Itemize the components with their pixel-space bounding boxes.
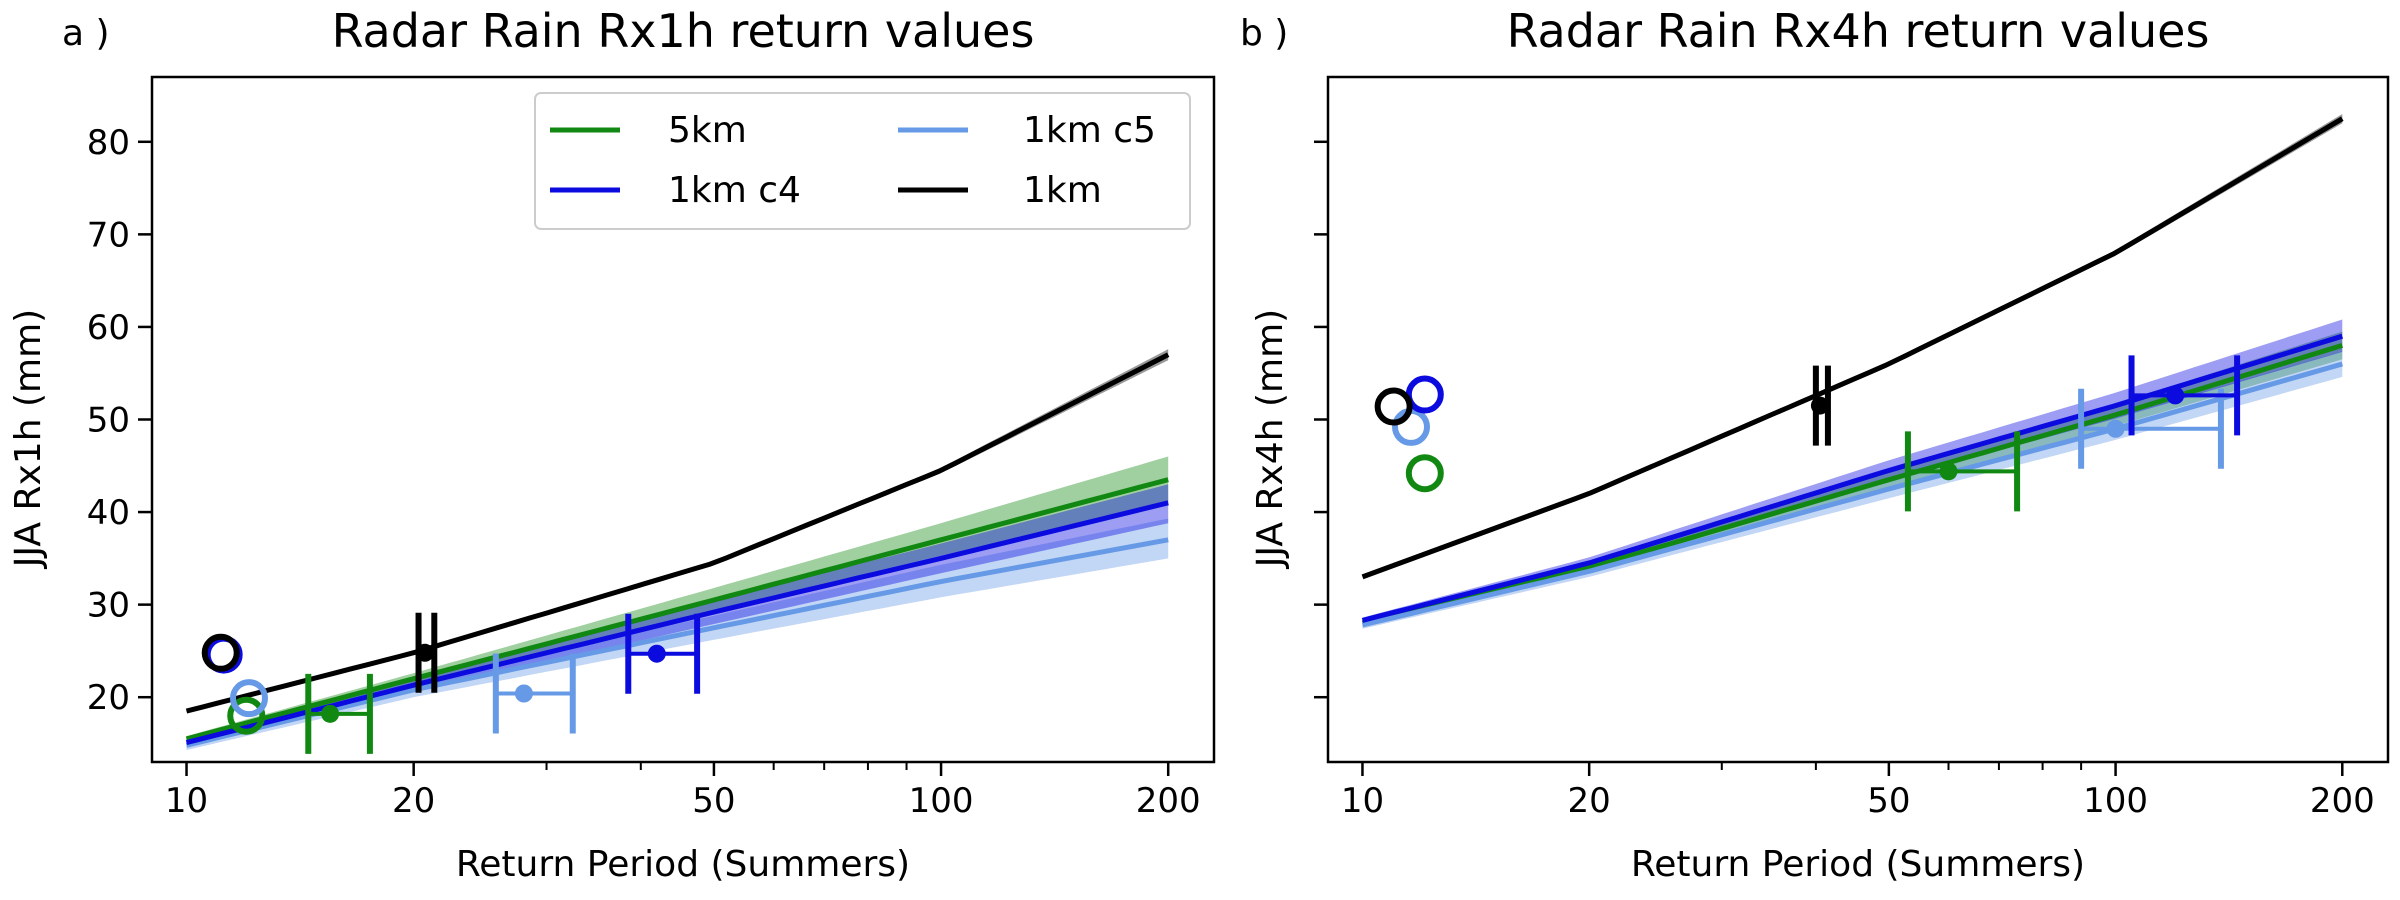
return-point-1km-c4-a	[647, 644, 666, 663]
x-tick-label-a: 20	[392, 781, 435, 821]
legend-label-5km: 5km	[668, 110, 747, 151]
x-tick-label-a: 50	[692, 781, 735, 821]
plot-area-b	[1361, 114, 2344, 629]
observed-5km-b	[1405, 454, 1444, 493]
line-1km-c5-a	[185, 537, 1169, 748]
line-1km-c4-b	[1361, 333, 2344, 623]
axes-frame-b	[1326, 75, 2390, 764]
y-tick-label-a: 20	[87, 678, 130, 718]
chart-title-a: Radar Rain Rx1h return values	[332, 4, 1035, 58]
x-tick-label-b: 50	[1867, 781, 1910, 821]
legend-label-1km-c5: 1km c5	[1023, 110, 1156, 151]
y-tick-label-a: 50	[87, 401, 130, 441]
panel-a: a ) Radar Rain Rx1h return values JJA Rx…	[8, 4, 1216, 885]
return-point-1km-c5-a	[514, 684, 533, 703]
return-point-1km-a	[415, 643, 434, 662]
axis-ticks-a: 10 20 50 100 200 20 30 40 50 60 70 80	[87, 123, 1201, 821]
x-tick-label-a: 100	[909, 781, 974, 821]
x-tick-label-b: 10	[1341, 781, 1384, 821]
legend-box	[534, 92, 1191, 230]
observed-5km-a	[227, 696, 266, 735]
axis-ticks-b: 10 20 50 100 200	[1314, 140, 2375, 821]
x-axis-label-b: Return Period (Summers)	[1631, 844, 2085, 885]
x-axis-label-a: Return Period (Summers)	[456, 844, 910, 885]
observed-1km-b	[1374, 387, 1413, 426]
return-point-1km-b	[1810, 396, 1829, 415]
x-tick-label-b: 200	[2310, 781, 2375, 821]
x-tick-label-a: 10	[165, 781, 208, 821]
x-tick-label-b: 100	[2083, 781, 2148, 821]
observed-1km-c5-a	[229, 679, 268, 718]
x-tick-label-a: 200	[1136, 781, 1201, 821]
observed-1km-c4-b	[1405, 375, 1444, 414]
legend-label-1km-c4: 1km c4	[668, 170, 801, 211]
line-1km-a	[185, 352, 1170, 714]
panel-b: b ) Radar Rain Rx4h return values JJA Rx…	[1240, 4, 2390, 885]
return-point-5km-a	[321, 704, 340, 723]
band-1km-c4-b	[1362, 319, 2343, 624]
line-1km-c4-a	[185, 500, 1169, 746]
y-tick-label-a: 40	[87, 493, 130, 533]
line-5km-a	[185, 477, 1169, 742]
y-axis-label-b: JJA Rx4h (mm)	[1250, 309, 1291, 569]
legend: 5km 1km c5 1km c4 1km	[534, 92, 1191, 230]
chart-title-b: Radar Rain Rx4h return values	[1507, 4, 2210, 58]
legend-entry-5km: 5km	[550, 110, 747, 151]
line-1km-c5-b	[1361, 361, 2343, 628]
legend-entry-1km-c4: 1km c4	[550, 170, 801, 211]
legend-entry-1km-c5: 1km c5	[898, 110, 1156, 151]
y-tick-label-a: 70	[87, 215, 130, 255]
y-tick-label-a: 80	[87, 123, 130, 163]
return-point-1km-c5-b	[2106, 419, 2125, 438]
observed-1km-c5-b	[1392, 407, 1431, 446]
panel-label-a: a )	[62, 13, 110, 54]
observed-1km-a	[201, 633, 240, 672]
y-tick-label-a: 60	[87, 308, 130, 348]
return-point-1km-c4-b	[2166, 386, 2185, 405]
line-1km-b	[1361, 116, 2344, 580]
y-axis-label-a: JJA Rx1h (mm)	[8, 309, 49, 569]
band-1km-b	[1362, 114, 2343, 578]
legend-entry-1km: 1km	[898, 170, 1102, 211]
panel-label-b: b )	[1240, 13, 1288, 54]
y-tick-label-a: 30	[87, 586, 130, 626]
return-point-5km-b	[1939, 462, 1958, 481]
legend-label-1km: 1km	[1023, 170, 1102, 211]
x-tick-label-b: 20	[1568, 781, 1611, 821]
plot-area-a	[185, 349, 1170, 754]
